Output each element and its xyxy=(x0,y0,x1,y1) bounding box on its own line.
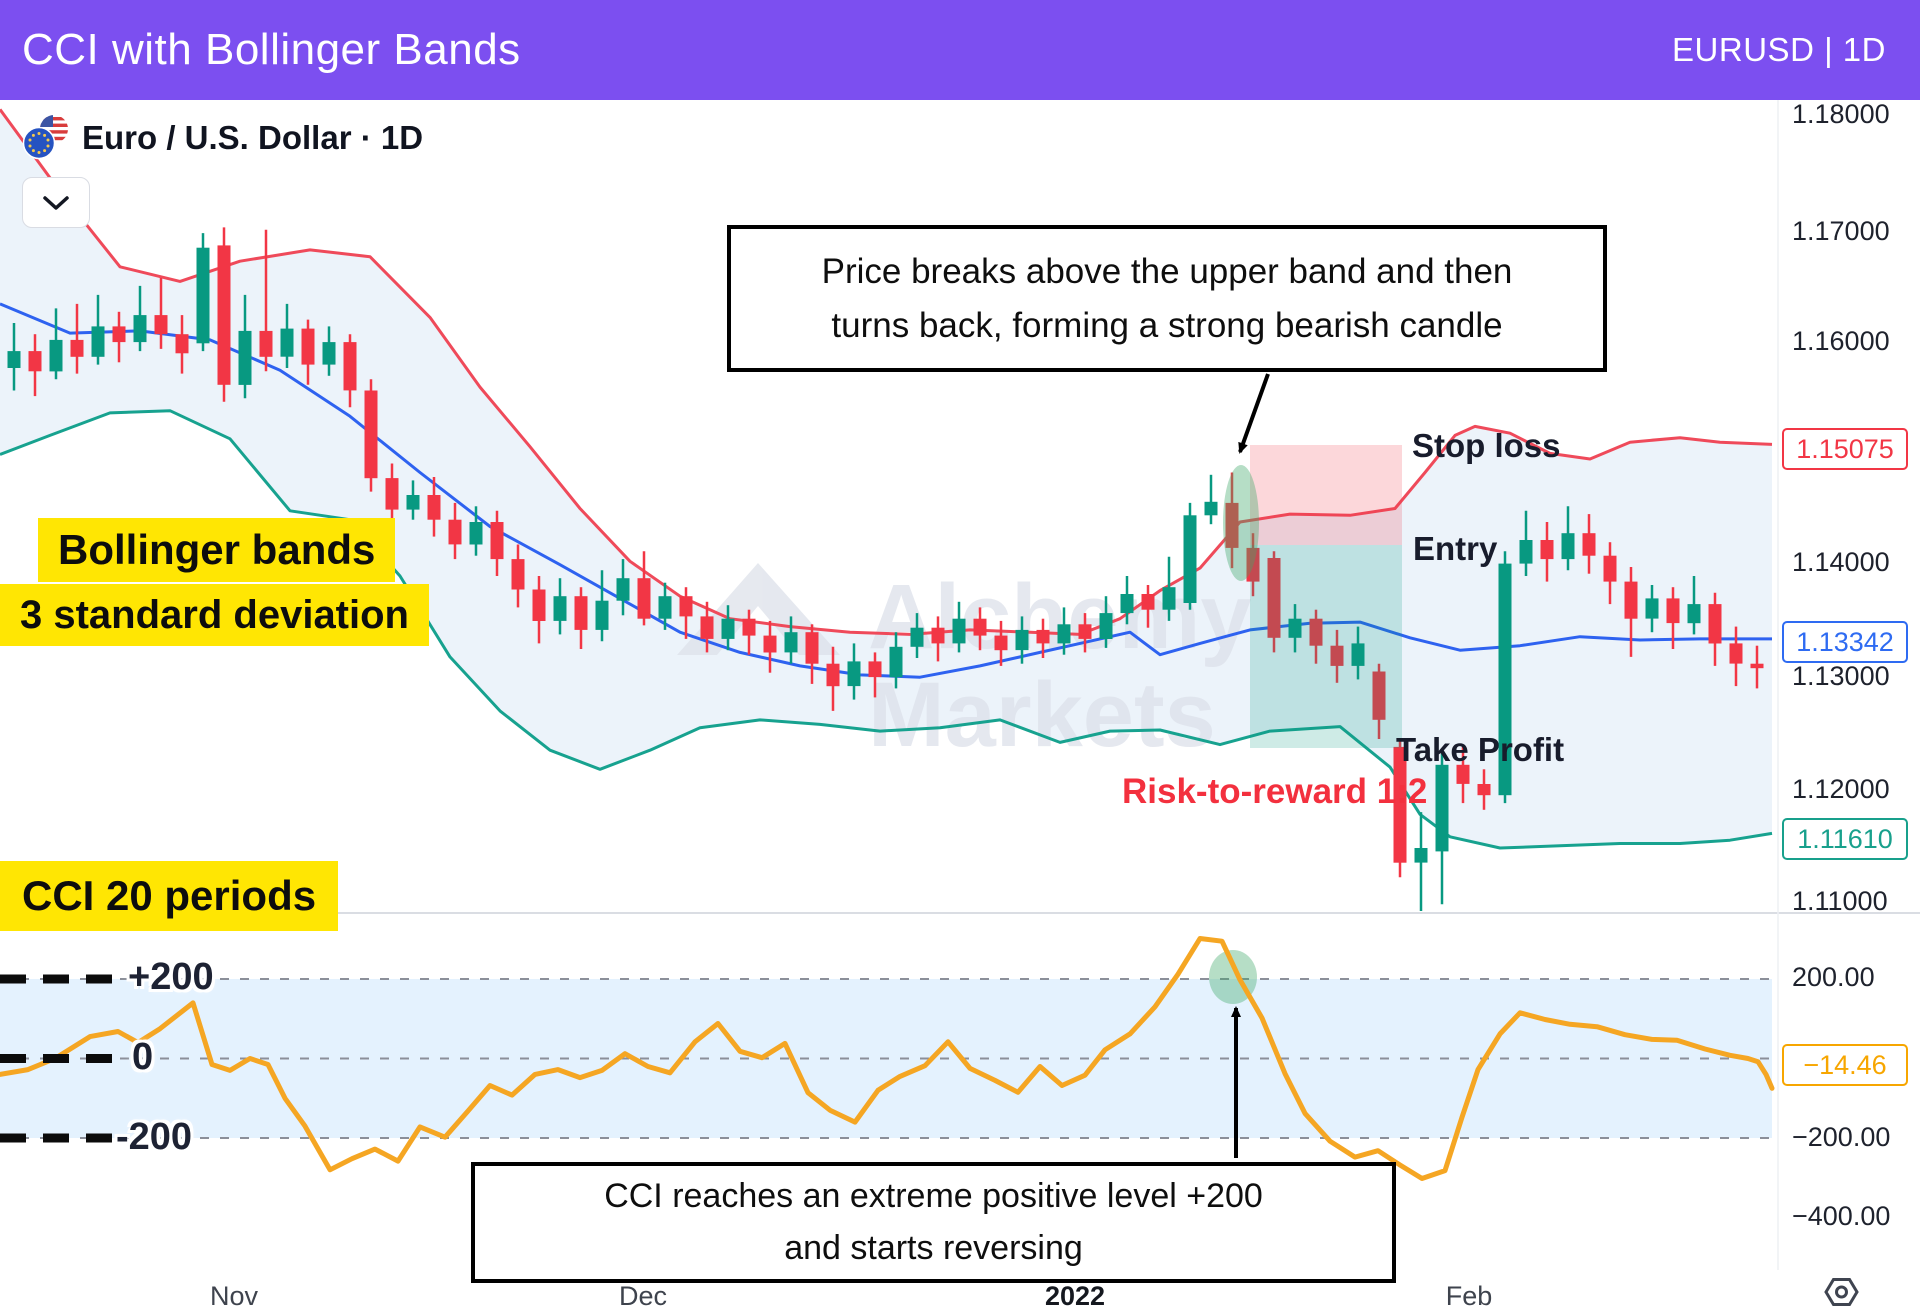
stop-loss-zone xyxy=(1250,445,1402,545)
price-tick-label: 1.12000 xyxy=(1792,774,1890,804)
page-title: CCI with Bollinger Bands xyxy=(22,25,521,74)
current-value-tag: 1.11610 xyxy=(1782,818,1908,860)
candlestick-series xyxy=(7,227,1764,911)
callout-line: CCI reaches an extreme positive level +2… xyxy=(604,1176,1263,1215)
bollinger-band-fill xyxy=(0,109,1772,848)
bollinger-lower-band-line xyxy=(0,409,1773,850)
price-breakout-callout: Price breaks above the upper band and th… xyxy=(727,225,1607,372)
cci-plus200-label: +200 xyxy=(128,956,214,998)
breakout-arrow xyxy=(1238,373,1270,454)
bearish-candle-highlight xyxy=(1223,465,1259,581)
eurusd-flag-icon xyxy=(22,115,68,160)
stop-loss-label: Stop loss xyxy=(1412,427,1561,464)
bollinger-upper-band-line xyxy=(0,108,1773,636)
cci-zero-label: 0 xyxy=(132,1036,154,1078)
price-tick-label: 1.18000 xyxy=(1792,99,1890,129)
gear-icon[interactable] xyxy=(1820,1272,1864,1312)
time-axis-label: Dec xyxy=(618,1281,668,1311)
cci-minus200-label: -200 xyxy=(116,1116,193,1158)
callout-line: turns back, forming a strong bearish can… xyxy=(831,305,1503,345)
entry-label: Entry xyxy=(1413,530,1498,567)
header-symbol-interval: EURUSD | 1D xyxy=(1672,31,1886,68)
risk-reward-label: Risk-to-reward 1:2 xyxy=(1122,772,1428,811)
take-profit-label: Take Profit xyxy=(1396,731,1565,768)
cci-line xyxy=(0,936,1775,1181)
cci-tick-label: −400.00 xyxy=(1792,1201,1891,1231)
cci-tick-label: 200.00 xyxy=(1792,962,1875,992)
bollinger-middle-band-line xyxy=(0,302,1772,679)
callout-line: and starts reversing xyxy=(784,1228,1083,1267)
price-tick-label: 1.13000 xyxy=(1792,661,1890,691)
cci-pane-label: CCI 20 periods xyxy=(0,861,339,932)
cci-tick-label: −200.00 xyxy=(1792,1122,1891,1152)
current-value-tag: −14.46 xyxy=(1782,1044,1908,1086)
svg-text:Markets: Markets xyxy=(868,664,1216,766)
header-bar: CCI with Bollinger Bands EURUSD | 1D xyxy=(0,0,1920,100)
current-value-tag: 1.15075 xyxy=(1782,428,1908,470)
symbol-title: Euro / U.S. Dollar · 1D xyxy=(82,119,424,156)
price-tick-label: 1.17000 xyxy=(1792,216,1890,246)
price-tick-label: 1.11000 xyxy=(1792,886,1888,916)
take-profit-zone xyxy=(1250,545,1402,748)
callout-line: Price breaks above the upper band and th… xyxy=(821,252,1513,292)
current-value-tag: 1.13342 xyxy=(1782,621,1908,663)
price-tick-label: 1.14000 xyxy=(1792,547,1890,577)
time-axis-label: 2022 xyxy=(1044,1281,1106,1311)
time-axis-label: Nov xyxy=(209,1281,259,1311)
time-axis-label: Feb xyxy=(1445,1281,1493,1311)
cci-extreme-callout: CCI reaches an extreme positive level +2… xyxy=(471,1162,1396,1283)
bollinger-label-line1: Bollinger bands xyxy=(38,518,396,583)
collapse-pane-button[interactable] xyxy=(22,177,90,228)
symbol-row: Euro / U.S. Dollar · 1D xyxy=(22,114,423,162)
chevron-down-icon xyxy=(43,195,69,210)
price-tick-label: 1.16000 xyxy=(1792,326,1890,356)
bollinger-label-line2: 3 standard deviation xyxy=(0,584,429,646)
